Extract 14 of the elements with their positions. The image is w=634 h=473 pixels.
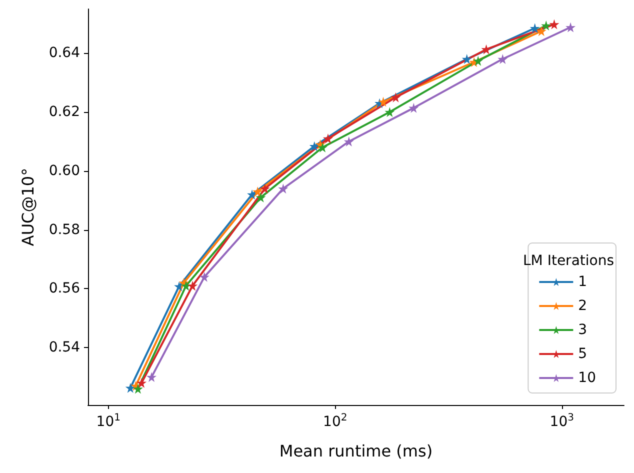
legend-label: 3 [578,322,588,338]
legend-title: LM Iterations [522,253,614,269]
y-axis-title: AUC@10° [18,168,38,246]
y-tick-label: 0.62 [48,104,80,120]
legend-label: 10 [578,370,596,386]
y-tick-label: 0.56 [48,280,80,297]
legend-label: 1 [578,274,588,290]
y-tick-label: 0.60 [48,162,80,179]
legend-label: 2 [578,298,588,314]
y-tick-label: 0.58 [48,222,80,238]
x-axis-title: Mean runtime (ms) [279,442,433,460]
legend-label: 5 [578,346,588,362]
y-tick-label: 0.64 [48,45,80,62]
y-tick-label: 0.54 [48,340,80,356]
